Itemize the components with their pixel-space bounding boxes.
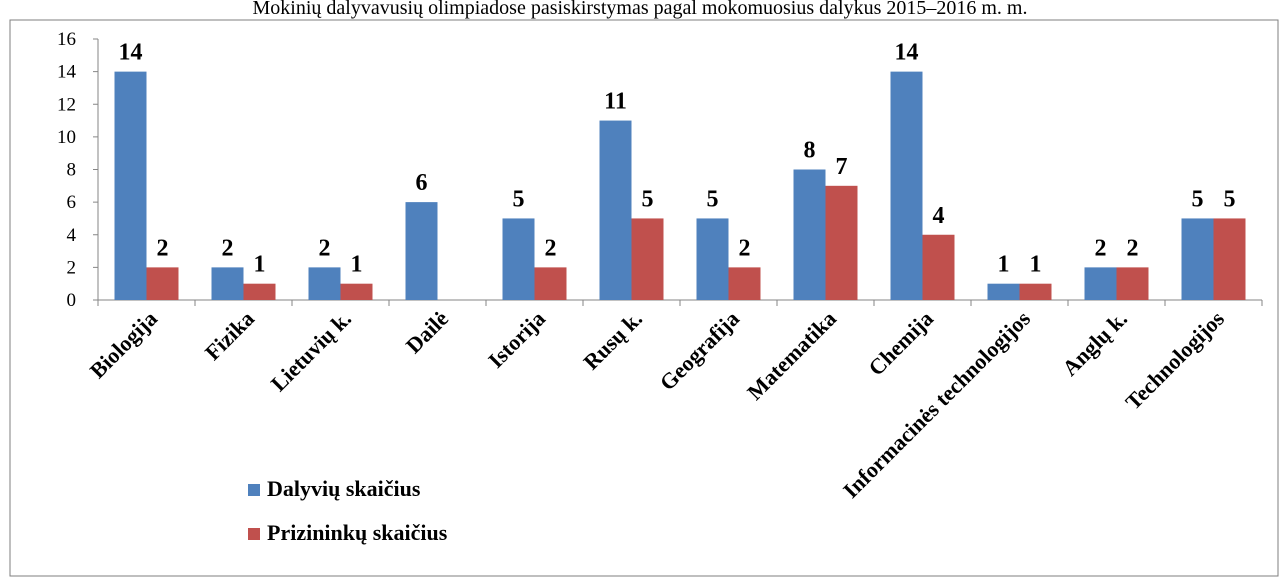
x-tick-label: Anglų k. bbox=[1057, 306, 1132, 381]
bar bbox=[534, 267, 567, 300]
data-label: 5 bbox=[707, 186, 719, 212]
x-tick-label: Rusų k. bbox=[578, 306, 647, 375]
data-label: 2 bbox=[222, 235, 234, 261]
bar bbox=[1213, 218, 1246, 300]
data-label: 2 bbox=[739, 235, 751, 261]
bar bbox=[1084, 267, 1117, 300]
legend-entry: Prizininkų skaičius bbox=[267, 520, 448, 545]
bar bbox=[146, 267, 179, 300]
data-label: 14 bbox=[119, 40, 143, 66]
data-label: 5 bbox=[1192, 186, 1204, 212]
y-tick-label: 0 bbox=[67, 290, 77, 311]
legend: Dalyvių skaičius Prizininkų skaičius bbox=[248, 476, 448, 545]
bar bbox=[211, 267, 244, 300]
y-tick-label: 6 bbox=[67, 192, 77, 213]
legend-swatch bbox=[248, 484, 260, 496]
data-label: 14 bbox=[895, 40, 919, 66]
x-tick-label: Matematika bbox=[742, 306, 841, 405]
y-tick-label: 8 bbox=[67, 160, 77, 181]
bar bbox=[599, 120, 632, 300]
data-label: 2 bbox=[1095, 235, 1107, 261]
data-label: 2 bbox=[319, 235, 331, 261]
x-tick-labels: Biologija Fizika Lietuvių k. Dailė Istorija R… bbox=[85, 306, 1230, 503]
x-tick-label: Dailė bbox=[401, 306, 453, 358]
bar bbox=[793, 169, 826, 300]
data-label: 1 bbox=[1030, 252, 1042, 278]
page-title: Mokinių dalyvavusių olimpiadose pasiskir… bbox=[253, 0, 1028, 19]
data-label: 5 bbox=[642, 186, 654, 212]
legend-swatch bbox=[248, 528, 260, 540]
bar bbox=[728, 267, 761, 300]
y-tick-label: 12 bbox=[57, 94, 76, 115]
bar bbox=[1181, 218, 1214, 300]
data-label: 2 bbox=[1127, 235, 1139, 261]
y-tick-label: 4 bbox=[67, 225, 77, 246]
data-label: 1 bbox=[254, 252, 266, 278]
bar bbox=[243, 283, 276, 300]
bar bbox=[340, 283, 373, 300]
data-label: 2 bbox=[157, 235, 169, 261]
bar bbox=[1116, 267, 1149, 300]
y-tick-label: 10 bbox=[57, 127, 76, 148]
bar bbox=[890, 71, 923, 300]
legend-entry: Dalyvių skaičius bbox=[267, 476, 421, 501]
data-label: 5 bbox=[1224, 186, 1236, 212]
bar bbox=[114, 71, 147, 300]
y-tick-label: 16 bbox=[57, 29, 76, 50]
x-tick-label: Istorija bbox=[483, 306, 550, 373]
bar bbox=[502, 218, 535, 300]
bar bbox=[308, 267, 341, 300]
data-label: 11 bbox=[604, 89, 627, 115]
x-axis bbox=[97, 299, 1263, 306]
y-tick-label: 2 bbox=[67, 257, 77, 278]
x-tick-label: Lietuvių k. bbox=[266, 306, 356, 396]
bar bbox=[405, 202, 438, 300]
bar bbox=[987, 283, 1020, 300]
bar bbox=[922, 234, 955, 300]
bars bbox=[114, 71, 1246, 300]
bar bbox=[696, 218, 729, 300]
data-label: 4 bbox=[933, 203, 945, 229]
data-label: 5 bbox=[513, 186, 525, 212]
data-label: 2 bbox=[545, 235, 557, 261]
data-label: 6 bbox=[416, 170, 428, 196]
x-tick-label: Chemija bbox=[863, 306, 938, 381]
bar bbox=[825, 185, 858, 300]
data-label: 1 bbox=[998, 252, 1010, 278]
x-tick-label: Biologija bbox=[85, 306, 162, 383]
bar bbox=[631, 218, 664, 300]
x-tick-label: Informacinės technologijos bbox=[838, 306, 1035, 503]
y-axis: 0 2 4 6 8 10 12 14 16 bbox=[57, 29, 99, 311]
x-tick-label: Fizika bbox=[200, 306, 259, 365]
chart-border bbox=[9, 19, 1279, 577]
data-label: 1 bbox=[351, 252, 363, 278]
bar bbox=[1019, 283, 1052, 300]
data-label: 7 bbox=[836, 154, 848, 180]
data-label: 8 bbox=[804, 138, 816, 164]
x-tick-label: Geografija bbox=[655, 306, 744, 395]
y-tick-label: 14 bbox=[57, 62, 77, 83]
x-tick-label: Technologijos bbox=[1120, 306, 1229, 415]
